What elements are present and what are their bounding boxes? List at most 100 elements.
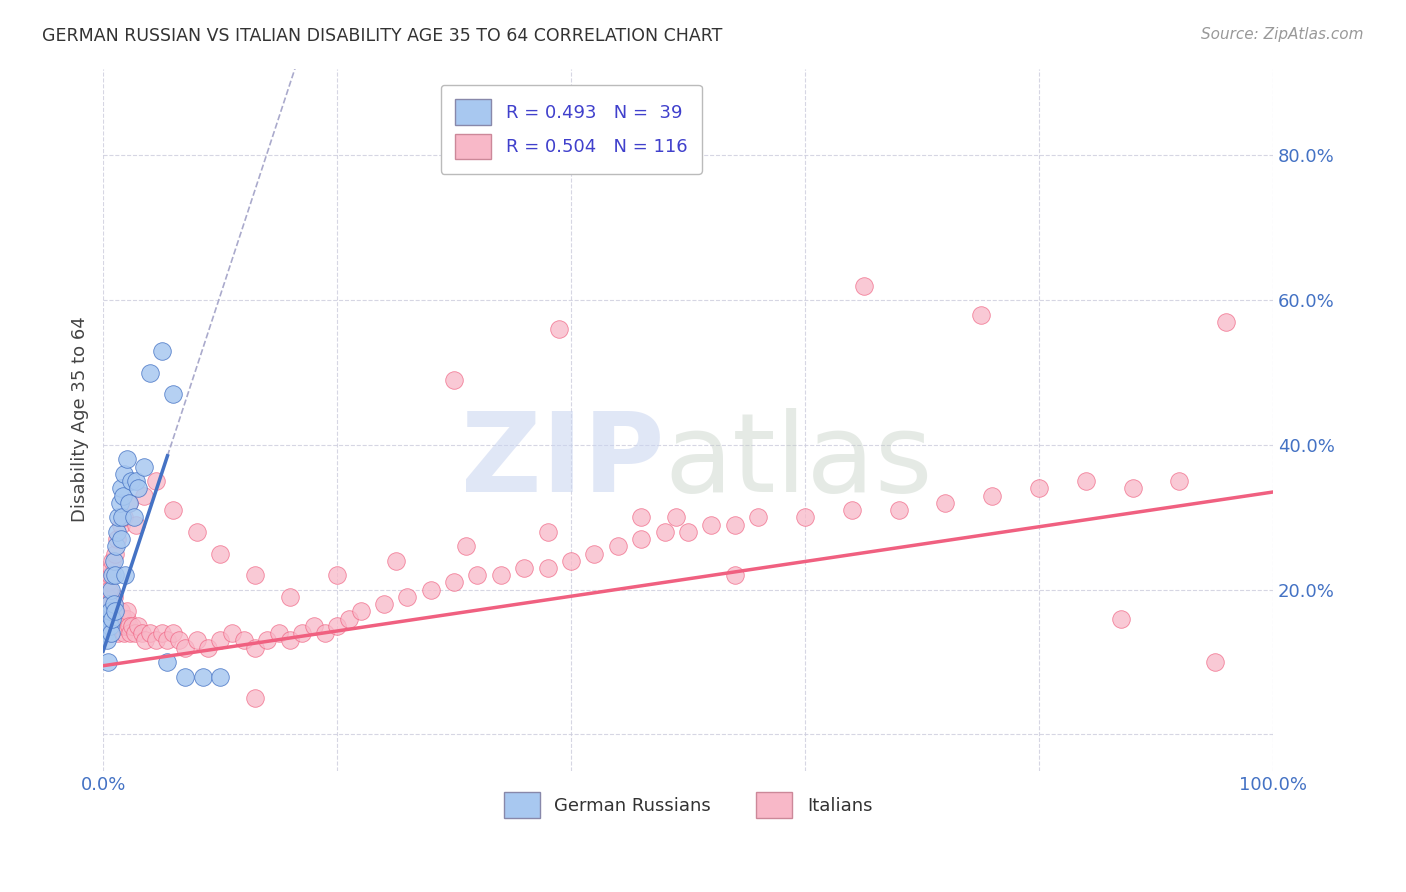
Point xyxy=(747,510,769,524)
Point xyxy=(112,510,135,524)
Point xyxy=(197,640,219,655)
Point xyxy=(162,503,184,517)
Point xyxy=(186,633,208,648)
Point xyxy=(278,633,301,648)
Point xyxy=(132,489,155,503)
Point xyxy=(887,503,910,517)
Point xyxy=(105,524,128,539)
Point xyxy=(156,633,179,648)
Point xyxy=(104,547,127,561)
Point xyxy=(127,619,149,633)
Point xyxy=(98,612,121,626)
Point xyxy=(794,510,817,524)
Point xyxy=(107,626,129,640)
Point xyxy=(314,626,336,640)
Point xyxy=(245,568,267,582)
Point xyxy=(150,626,173,640)
Point xyxy=(513,561,536,575)
Point xyxy=(107,510,129,524)
Point xyxy=(419,582,441,597)
Point xyxy=(326,619,349,633)
Point xyxy=(98,582,121,597)
Point xyxy=(396,590,419,604)
Point xyxy=(105,532,128,546)
Point xyxy=(630,510,652,524)
Point xyxy=(537,561,560,575)
Text: ZIP: ZIP xyxy=(461,409,665,516)
Point xyxy=(337,612,360,626)
Point xyxy=(115,452,138,467)
Point xyxy=(221,626,243,640)
Point xyxy=(537,524,560,539)
Point xyxy=(548,322,571,336)
Legend: German Russians, Italians: German Russians, Italians xyxy=(496,785,880,825)
Point xyxy=(100,582,122,597)
Point xyxy=(232,633,254,648)
Point xyxy=(108,619,131,633)
Point xyxy=(981,489,1004,503)
Point xyxy=(118,619,141,633)
Text: atlas: atlas xyxy=(665,409,934,516)
Point xyxy=(139,366,162,380)
Point xyxy=(560,554,582,568)
Point xyxy=(467,568,489,582)
Y-axis label: Disability Age 35 to 64: Disability Age 35 to 64 xyxy=(72,317,89,523)
Point xyxy=(101,597,124,611)
Point xyxy=(665,510,688,524)
Point xyxy=(724,517,747,532)
Point xyxy=(105,619,128,633)
Point xyxy=(145,474,167,488)
Point xyxy=(101,619,124,633)
Point xyxy=(125,474,148,488)
Point xyxy=(267,626,290,640)
Point xyxy=(186,524,208,539)
Point xyxy=(278,590,301,604)
Point xyxy=(150,343,173,358)
Point xyxy=(121,619,143,633)
Point xyxy=(96,590,118,604)
Point xyxy=(1215,315,1237,329)
Point xyxy=(174,670,197,684)
Point xyxy=(118,496,141,510)
Point xyxy=(162,387,184,401)
Point xyxy=(1122,482,1144,496)
Point xyxy=(112,467,135,481)
Point xyxy=(105,539,128,553)
Point xyxy=(326,568,349,582)
Point xyxy=(103,612,125,626)
Point xyxy=(630,532,652,546)
Point xyxy=(111,619,134,633)
Point xyxy=(111,510,134,524)
Point xyxy=(98,604,121,618)
Point xyxy=(115,612,138,626)
Point xyxy=(676,524,699,539)
Point xyxy=(1074,474,1097,488)
Point xyxy=(100,604,122,618)
Point xyxy=(852,278,875,293)
Point xyxy=(1109,612,1132,626)
Point xyxy=(443,373,465,387)
Point xyxy=(98,590,121,604)
Point xyxy=(111,612,134,626)
Point xyxy=(349,604,371,618)
Point xyxy=(110,482,132,496)
Point xyxy=(384,554,406,568)
Text: GERMAN RUSSIAN VS ITALIAN DISABILITY AGE 35 TO 64 CORRELATION CHART: GERMAN RUSSIAN VS ITALIAN DISABILITY AGE… xyxy=(42,27,723,45)
Point xyxy=(127,482,149,496)
Point xyxy=(373,597,395,611)
Point xyxy=(104,568,127,582)
Point xyxy=(124,626,146,640)
Point xyxy=(101,554,124,568)
Point xyxy=(1028,482,1050,496)
Point xyxy=(104,619,127,633)
Point xyxy=(105,612,128,626)
Point xyxy=(134,633,156,648)
Point xyxy=(700,517,723,532)
Point xyxy=(583,547,606,561)
Point xyxy=(302,619,325,633)
Point xyxy=(256,633,278,648)
Point xyxy=(489,568,512,582)
Point xyxy=(97,575,120,590)
Point xyxy=(118,626,141,640)
Point xyxy=(110,612,132,626)
